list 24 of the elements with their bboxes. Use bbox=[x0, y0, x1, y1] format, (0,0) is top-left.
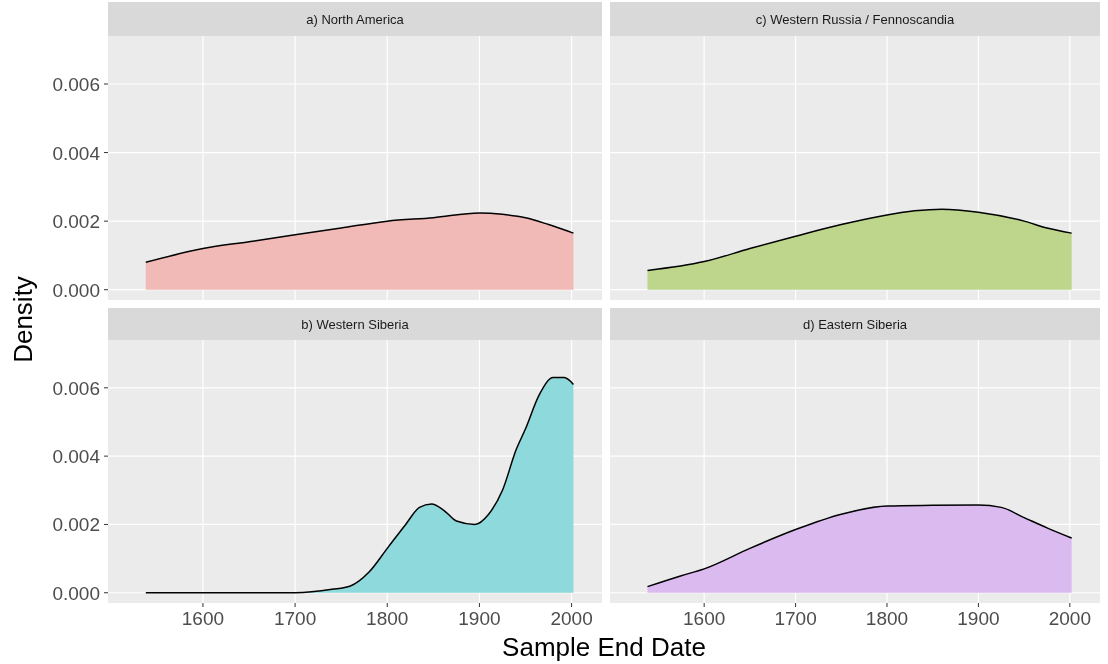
y-tick-label: 0.006 bbox=[52, 74, 100, 95]
x-tick-label: 2000 bbox=[1048, 608, 1091, 629]
x-tick-label: 1900 bbox=[458, 608, 501, 629]
x-tick-label: 1800 bbox=[366, 608, 409, 629]
x-tick-label: 1900 bbox=[957, 608, 1000, 629]
x-tick-label: 1800 bbox=[865, 608, 909, 629]
y-tick-label: 0.004 bbox=[52, 142, 101, 164]
x-tick-label: 1700 bbox=[774, 608, 817, 629]
chart-title: c) Western Russia / Fennoscandia bbox=[755, 12, 955, 27]
y-tick-label: 0.002 bbox=[52, 211, 100, 233]
y-axis-title: Density bbox=[8, 276, 38, 363]
y-tick-label: 0.000 bbox=[52, 279, 100, 301]
y-tick-label: 0.002 bbox=[52, 514, 100, 536]
x-tick-label: 2000 bbox=[550, 608, 593, 629]
x-axis-title: Sample End Date bbox=[502, 632, 706, 662]
chart-title: a) North America bbox=[306, 12, 405, 27]
chart-title: b) Western Siberia bbox=[301, 317, 410, 332]
chart-title: d) Eastern Siberia bbox=[802, 317, 908, 332]
y-tick-label: 0.006 bbox=[52, 377, 100, 399]
y-tick-label: 0.004 bbox=[52, 446, 101, 468]
x-tick-label: 1600 bbox=[683, 608, 726, 629]
y-tick-label: 0.000 bbox=[52, 582, 100, 604]
x-tick-label: 1600 bbox=[181, 608, 225, 629]
x-tick-label: 1700 bbox=[273, 608, 317, 629]
